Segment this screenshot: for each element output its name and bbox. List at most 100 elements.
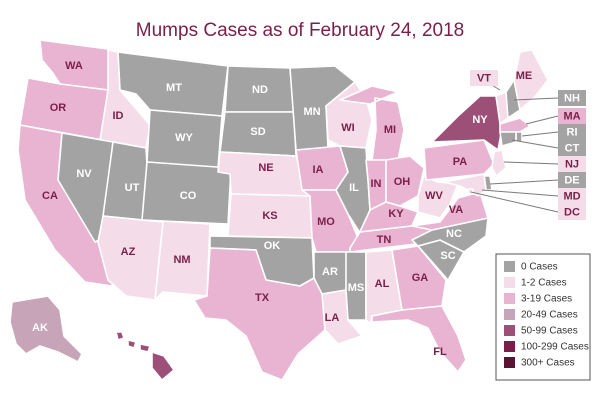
state-label-nm: NM <box>173 254 190 266</box>
legend-swatch <box>504 261 515 272</box>
state-label-pa: PA <box>453 156 468 168</box>
state-pa <box>423 139 495 181</box>
callout-line-ri <box>521 131 559 137</box>
state-label-ut: UT <box>125 182 140 194</box>
state-label-sc: SC <box>440 250 455 262</box>
legend-label: 300+ Cases <box>521 358 575 369</box>
state-ga <box>391 245 447 311</box>
callout-label-dc: DC <box>564 206 580 218</box>
state-label-mt: MT <box>166 82 182 94</box>
legend-swatch <box>504 341 515 352</box>
state-label-wv: WV <box>425 190 443 202</box>
state-label-al: AL <box>375 278 390 290</box>
state-label-ky: KY <box>388 208 404 220</box>
state-ne <box>217 151 311 197</box>
legend-label: 50-99 Cases <box>521 326 578 337</box>
callout-label-nh: NH <box>564 92 580 104</box>
callout-line-ma <box>525 115 559 125</box>
state-ak <box>9 295 83 363</box>
state-ct <box>499 131 517 147</box>
state-hi <box>115 331 175 381</box>
state-ms <box>345 251 367 321</box>
state-label-la: LA <box>325 312 340 324</box>
callout-label-ma: MA <box>563 110 580 122</box>
state-co <box>141 161 232 225</box>
callout-line-de <box>489 179 559 185</box>
callout-label-ct: CT <box>565 142 580 154</box>
state-label-wy: WY <box>175 132 193 144</box>
state-label-tn: TN <box>377 234 392 246</box>
state-dc <box>467 188 474 195</box>
state-ma <box>499 117 531 133</box>
callout-boxes: VT NH MA RI CT NJ DE MD DC <box>470 70 586 220</box>
state-label-ia: IA <box>313 164 324 176</box>
state-me <box>513 49 549 111</box>
state-label-ne: NE <box>258 162 273 174</box>
callout-box-md <box>558 188 586 204</box>
legend-swatch <box>504 309 515 320</box>
legend-swatch <box>504 277 515 288</box>
state-label-nv: NV <box>76 168 92 180</box>
state-label-nd: ND <box>252 84 268 96</box>
state-label-ms: MS <box>348 282 365 294</box>
legend-swatch <box>504 293 515 304</box>
legend-label: 20-49 Cases <box>521 310 578 321</box>
state-label-az: AZ <box>121 246 136 258</box>
state-fl <box>371 305 467 373</box>
callout-line-nj <box>503 161 559 165</box>
callout-box-ri <box>558 124 586 140</box>
state-label-wi: WI <box>341 122 354 134</box>
state-nj <box>491 149 507 177</box>
state-label-co: CO <box>180 190 197 202</box>
legend-label: 1-2 Cases <box>521 278 567 289</box>
state-label-fl: FL <box>433 346 447 358</box>
callout-box-nj <box>558 156 586 172</box>
state-label-tx: TX <box>255 292 270 304</box>
callout-box-nh <box>558 90 586 106</box>
callout-label-nj: NJ <box>565 158 579 170</box>
state-label-il: IL <box>349 182 359 194</box>
state-label-ga: GA <box>412 272 429 284</box>
map-title: Mumps Cases as of February 24, 2018 <box>135 20 465 41</box>
state-label-or: OR <box>50 102 67 114</box>
state-az <box>97 215 164 301</box>
callout-label-vt: VT <box>477 72 491 84</box>
callout-line-ct <box>511 139 559 149</box>
state-label-oh: OH <box>394 176 411 188</box>
callout-box-de <box>558 172 586 188</box>
callout-box-ma <box>558 108 586 124</box>
state-label-ny: NY <box>472 114 488 126</box>
legend-label: 3-19 Cases <box>521 294 572 305</box>
state-label-nc: NC <box>446 228 462 240</box>
state-il <box>335 145 371 237</box>
state-nm <box>141 219 211 301</box>
callout-box-dc <box>558 204 586 220</box>
legend: 0 Cases 1-2 Cases 3-19 Cases 20-49 Cases 50-… <box>495 253 591 381</box>
state-md <box>443 173 487 197</box>
state-label-ks: KS <box>262 210 277 222</box>
state-label-in: IN <box>371 178 382 190</box>
callout-line-dc <box>470 191 559 213</box>
callout-box-ct <box>558 140 586 156</box>
legend-label: 100-299 Cases <box>521 342 589 353</box>
legend-label: 0 Cases <box>521 262 558 273</box>
legend-swatch <box>504 325 515 336</box>
callout-line-md <box>481 189 559 197</box>
state-label-mn: MN <box>303 106 320 118</box>
state-label-ar: AR <box>322 266 338 278</box>
state-label-ca: CA <box>42 190 58 202</box>
callout-line-nh <box>513 97 559 101</box>
state-labels: WA OR CA ID NV UT AZ MT WY CO NM ND SD NE KS OK TX MN IA MO… <box>32 60 532 366</box>
state-label-va: VA <box>449 204 464 216</box>
state-label-me: ME <box>516 70 533 82</box>
state-tx <box>193 247 326 381</box>
callout-label-md: MD <box>563 190 580 202</box>
state-label-mi: MI <box>384 124 396 136</box>
state-label-mo: MO <box>317 216 335 228</box>
state-label-ak: AK <box>32 322 48 334</box>
state-label-sd: SD <box>250 126 265 138</box>
callout-box-vt <box>470 70 498 86</box>
callout-label-de: DE <box>564 174 579 186</box>
